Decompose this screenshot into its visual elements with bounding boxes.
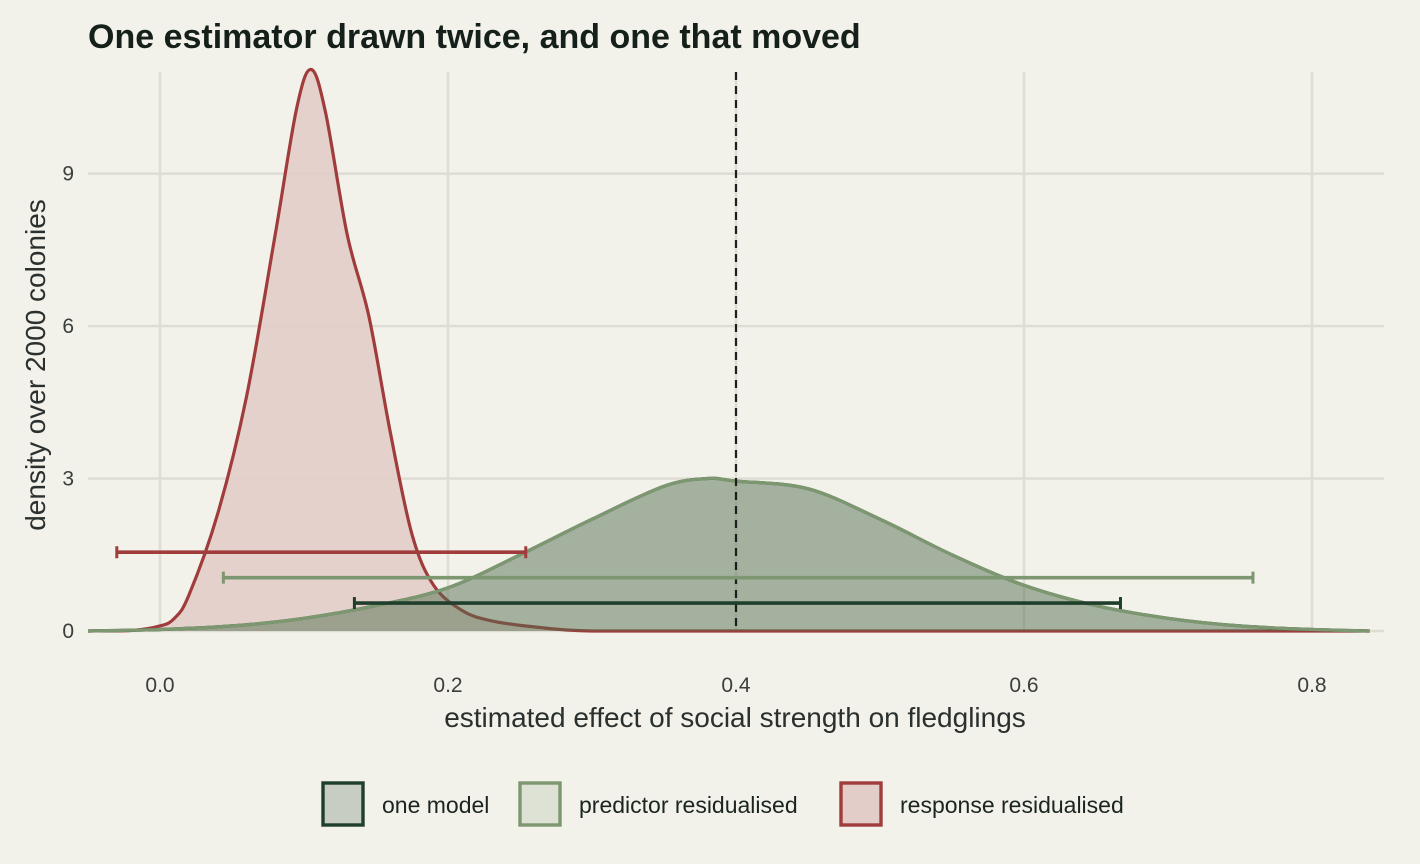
interval-response-residualised — [115, 546, 528, 559]
x-tick-label: 0.8 — [1297, 674, 1326, 697]
density-line-response-residualised — [87, 67, 1370, 633]
y-tick-label: 9 — [62, 163, 74, 186]
x-tick-label: 0.6 — [1009, 674, 1038, 697]
legend: one model predictor residualised response … — [321, 781, 1124, 827]
legend-item-predictor-residualised: predictor residualised — [518, 781, 798, 827]
x-axis-label: estimated effect of social strength on f… — [444, 702, 1026, 733]
density-line-predictor-residualised — [87, 476, 1370, 633]
density-area-response-residualised — [88, 69, 1370, 631]
density-areas — [87, 67, 1370, 633]
legend-key-one-model — [321, 781, 365, 827]
legend-item-response-residualised: response residualised — [839, 781, 1124, 827]
legend-key-response-residualised — [839, 781, 883, 827]
legend-label-response-residualised: response residualised — [900, 792, 1124, 818]
interval-one-model — [352, 597, 1122, 610]
legend-label-one-model: one model — [382, 792, 489, 818]
interval-predictor-residualised — [221, 571, 1255, 584]
legend-key-predictor-residualised — [518, 781, 562, 827]
density-area-predictor-residualised — [88, 478, 1370, 631]
density-area-one-model — [88, 478, 1370, 631]
x-tick-label: 0.0 — [145, 674, 174, 697]
y-tick-label: 6 — [62, 315, 74, 338]
y-tick-label: 0 — [62, 620, 74, 643]
legend-item-one-model: one model — [321, 781, 489, 827]
interval-bars — [115, 546, 1255, 610]
axis-ticks: 0.0 0.2 0.4 0.6 0.8 0 3 6 9 — [62, 163, 1326, 697]
y-axis-label: density over 2000 colonies — [20, 199, 51, 531]
legend-label-predictor-residualised: predictor residualised — [579, 792, 798, 818]
chart-title: One estimator drawn twice, and one that … — [88, 18, 861, 56]
x-tick-label: 0.2 — [433, 674, 462, 697]
x-tick-label: 0.4 — [721, 674, 751, 697]
y-tick-label: 3 — [62, 468, 74, 491]
